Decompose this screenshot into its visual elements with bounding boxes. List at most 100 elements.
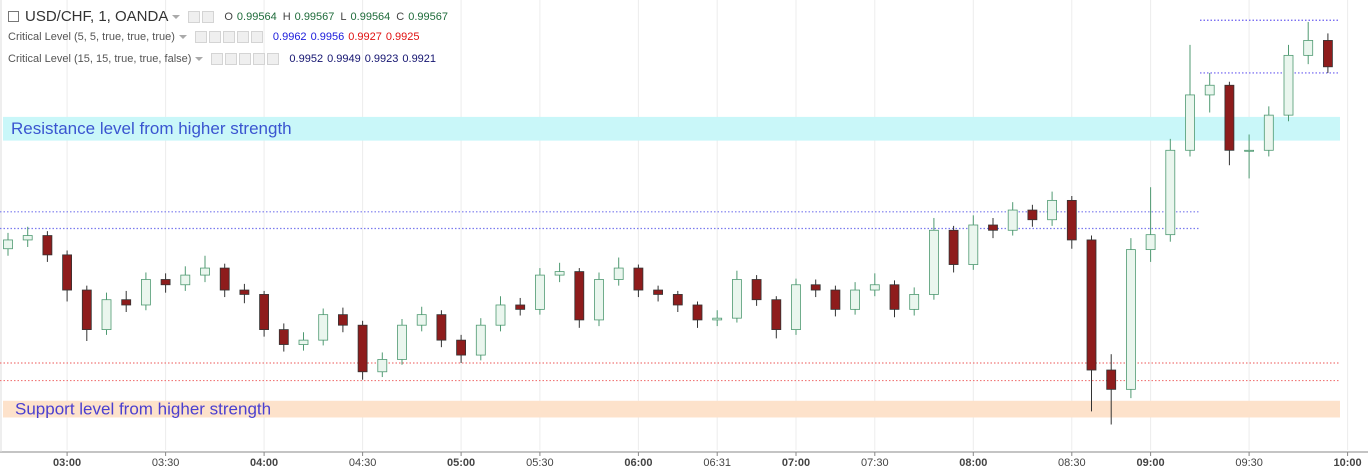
- ohlc-label: O: [224, 10, 233, 23]
- indicator-legend: Critical Level (5, 5, true, true, true) 0…: [8, 31, 420, 43]
- candle-body: [1204, 84, 1215, 96]
- candle-body: [475, 324, 486, 356]
- candle-body: [416, 314, 427, 326]
- icon[interactable]: [211, 53, 224, 65]
- candle-body: [1066, 199, 1077, 241]
- indicator-value: 0.9962: [272, 31, 307, 43]
- candle-body: [239, 289, 250, 295]
- candle-body: [515, 304, 526, 310]
- candle-body: [180, 274, 191, 286]
- candle-body: [22, 235, 33, 241]
- icon[interactable]: [225, 53, 238, 65]
- candle-body: [81, 289, 92, 330]
- x-tick-label: 07:00: [782, 457, 810, 469]
- zone-label: Support level from higher strength: [15, 400, 271, 419]
- x-tick-label: 08:30: [1058, 457, 1086, 469]
- x-tick-label: 04:30: [349, 457, 377, 469]
- indicator-name: Critical Level (5, 5, true, true, true): [8, 31, 175, 43]
- indicator-value: 0.9923: [364, 53, 399, 65]
- candle-body: [712, 317, 723, 321]
- indicator-name: Critical Level (15, 15, true, true, fals…: [8, 53, 192, 65]
- ohlc-value: 0.99564: [350, 10, 391, 23]
- candle-body: [988, 224, 998, 231]
- candle-body: [554, 271, 565, 276]
- candle-body: [219, 267, 230, 291]
- x-tick-label: 07:30: [861, 457, 889, 469]
- collapse-button[interactable]: [8, 11, 19, 22]
- indicator-value: 0.9956: [310, 31, 345, 43]
- candle-body: [436, 314, 447, 341]
- zone: [3, 400, 1340, 418]
- candle-body: [692, 304, 703, 321]
- ohlc-value: 0.99564: [236, 10, 277, 23]
- candle-body: [278, 329, 289, 345]
- candle-body: [101, 299, 112, 330]
- candle-body: [594, 279, 604, 321]
- candle-body: [810, 284, 821, 291]
- candle-body: [771, 299, 782, 330]
- candle-body: [298, 339, 309, 345]
- icon[interactable]: [236, 31, 249, 43]
- candle-body: [1007, 209, 1018, 231]
- candle-body: [259, 294, 270, 330]
- ohlc-label: C: [396, 10, 405, 23]
- candle-body: [160, 279, 171, 286]
- icon[interactable]: [253, 53, 266, 65]
- ohlc-label: H: [282, 10, 291, 23]
- candle-body: [633, 267, 644, 291]
- icon[interactable]: [239, 53, 252, 65]
- caret: [178, 35, 187, 39]
- candle-body: [1165, 149, 1176, 236]
- candle-body: [850, 289, 860, 310]
- candle-body: [948, 229, 959, 265]
- caret: [172, 14, 181, 19]
- x-tick-label: 09:30: [1235, 457, 1263, 469]
- icon[interactable]: [202, 10, 215, 23]
- indicator-value: 0.9921: [402, 53, 437, 65]
- indicator-legend: Critical Level (15, 15, true, true, fals…: [8, 53, 436, 65]
- candle-body: [337, 314, 348, 326]
- zone-label: Resistance level from higher strength: [11, 119, 292, 138]
- candle-body: [495, 304, 506, 326]
- candle-body: [791, 284, 801, 330]
- candle-body: [62, 254, 72, 291]
- candle-body: [200, 267, 210, 276]
- candle-body: [377, 359, 388, 373]
- candle-body: [968, 224, 979, 265]
- x-tick-label: 06:00: [624, 457, 652, 469]
- candle-body: [1303, 40, 1314, 56]
- candle-body: [1086, 239, 1097, 371]
- candle-body: [929, 229, 939, 295]
- candle-body: [1224, 84, 1235, 151]
- x-tick-label: 03:00: [53, 457, 81, 469]
- symbol-title[interactable]: USD/CHF, 1, OANDA: [25, 8, 169, 25]
- zone: [3, 116, 1340, 141]
- icon[interactable]: [250, 31, 263, 43]
- x-tick-label: 06:31: [703, 457, 731, 469]
- icon[interactable]: [208, 31, 221, 43]
- ohlc-value: 0.99567: [294, 10, 335, 23]
- candle-body: [1106, 369, 1117, 390]
- candle-body: [121, 299, 132, 306]
- icon[interactable]: [194, 31, 207, 43]
- x-tick-label: 05:30: [526, 457, 554, 469]
- candle-body: [1027, 209, 1038, 221]
- candle-body: [869, 284, 880, 291]
- icon[interactable]: [267, 53, 280, 65]
- icon[interactable]: [222, 31, 235, 43]
- x-tick-label: 04:00: [250, 457, 278, 469]
- candle-body: [613, 267, 624, 280]
- candle-body: [1126, 249, 1136, 390]
- x-tick-label: 08:00: [959, 457, 987, 469]
- ohlc-values: O 0.99564 H 0.99567 L 0.99564 C 0.99567: [224, 11, 448, 23]
- candle-body: [574, 271, 585, 321]
- indicator-value: 0.9925: [385, 31, 420, 43]
- candle-body: [1244, 149, 1254, 152]
- candle-body: [397, 324, 407, 360]
- icon[interactable]: [188, 10, 201, 23]
- candle-body: [318, 314, 329, 341]
- x-tick-label: 03:30: [152, 457, 180, 469]
- candle-body: [830, 289, 841, 310]
